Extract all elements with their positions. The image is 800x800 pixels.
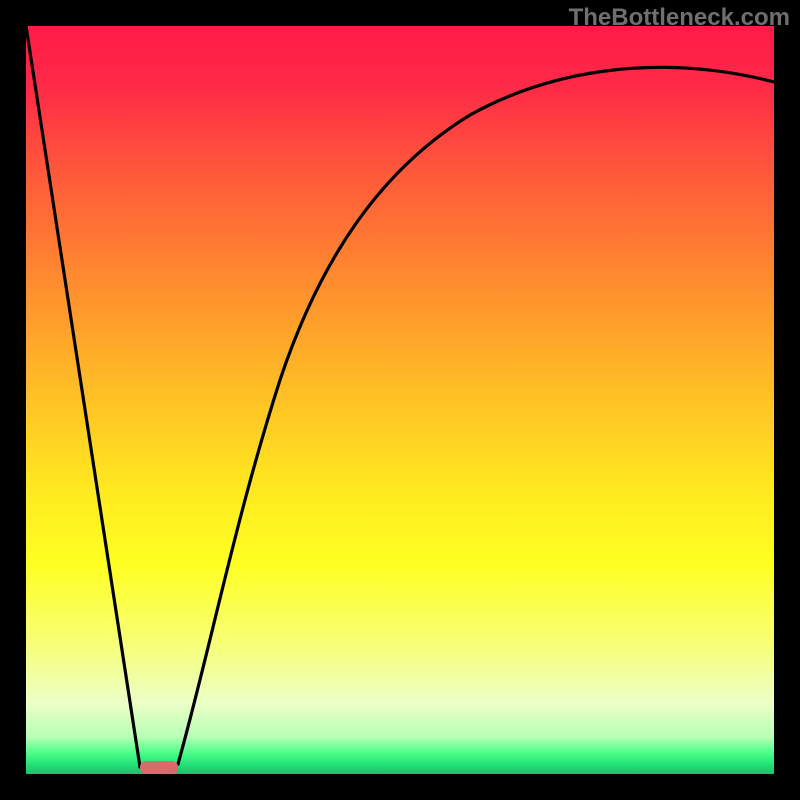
watermark-label: TheBottleneck.com	[569, 4, 790, 32]
chart-container: TheBottleneck.com	[0, 0, 800, 800]
plot-background	[26, 26, 774, 774]
chart-svg	[0, 0, 800, 800]
valley-marker	[140, 761, 178, 774]
